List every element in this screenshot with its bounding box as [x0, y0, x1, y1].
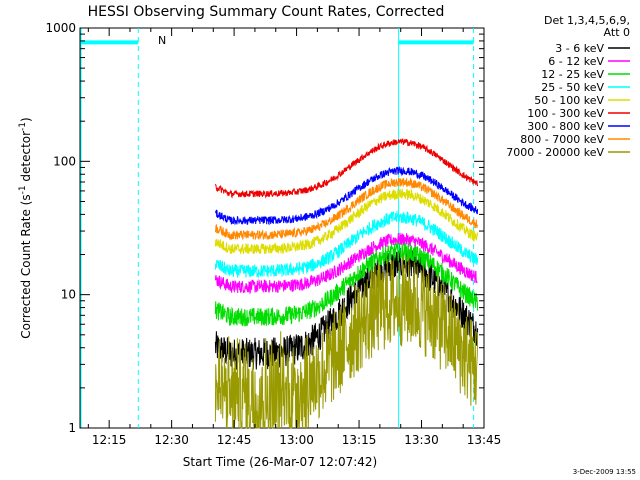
- y-tick-label-0: 1: [68, 421, 76, 435]
- y-tick-label-2: 100: [53, 154, 76, 168]
- y-tick-label-1: 10: [61, 288, 76, 302]
- x-tick-label-5: 13:30: [404, 433, 439, 447]
- series-line-6: [214, 166, 479, 226]
- x-tick-label-0: 12:15: [92, 433, 127, 447]
- series-line-1: [214, 232, 478, 295]
- x-tick-label-2: 12:45: [217, 433, 252, 447]
- night-label: N: [158, 34, 166, 47]
- y-label-end: ): [19, 117, 33, 122]
- series-group: [214, 138, 479, 430]
- series-line-5: [214, 138, 479, 199]
- series-line-2: [214, 242, 479, 327]
- y-label-mid: detector: [19, 131, 33, 186]
- series-line-8: [214, 255, 479, 430]
- series-line-3: [214, 210, 479, 279]
- x-axis-label: Start Time (26-Mar-07 12:07:42): [183, 455, 377, 469]
- plot-frame: [79, 27, 485, 429]
- chart-title: HESSI Observing Summary Count Rates, Cor…: [88, 4, 445, 20]
- legend-label-8: 7000 - 20000 keV: [506, 146, 604, 159]
- legend-header-2: Att 0: [604, 26, 630, 39]
- legend-label-4: 50 - 100 keV: [534, 94, 604, 107]
- x-tick-label-1: 12:30: [154, 433, 189, 447]
- y-axis-label: Corrected Count Rate (s-1 detector-1): [18, 117, 33, 338]
- y-label-sup2: -1: [18, 122, 28, 131]
- legend-label-1: 6 - 12 keV: [548, 55, 604, 68]
- legend-label-6: 300 - 800 keV: [527, 120, 604, 133]
- x-tick-label-6: 13:45: [467, 433, 502, 447]
- attenuator-night-markers: [80, 28, 475, 428]
- legend-header-1: Det 1,3,4,5,6,9,: [544, 14, 630, 27]
- series-line-7: [214, 177, 479, 241]
- series-line-0: [214, 247, 479, 370]
- y-label-sup1: -1: [18, 185, 28, 194]
- legend-label-3: 25 - 50 keV: [541, 81, 604, 94]
- x-tick-label-4: 13:15: [342, 433, 377, 447]
- legend-label-2: 12 - 25 keV: [541, 68, 604, 81]
- y-tick-label-3: 1000: [45, 21, 76, 35]
- timestamp: 3-Dec-2009 13:55: [573, 468, 636, 476]
- y-axis-ticks: 1 10 100 1000: [45, 21, 484, 435]
- plot-area: [79, 27, 485, 429]
- x-axis-ticks: 12:15 12:30 12:45 13:00 13:15 13:30 13:45: [87, 28, 502, 447]
- legend-label-5: 100 - 300 keV: [527, 107, 604, 120]
- series-line-4: [214, 188, 479, 255]
- y-label-main: Corrected Count Rate (s: [19, 194, 33, 338]
- x-tick-label-3: 13:00: [279, 433, 314, 447]
- legend-label-7: 800 - 7000 keV: [520, 133, 604, 146]
- legend-label-0: 3 - 6 keV: [555, 42, 604, 55]
